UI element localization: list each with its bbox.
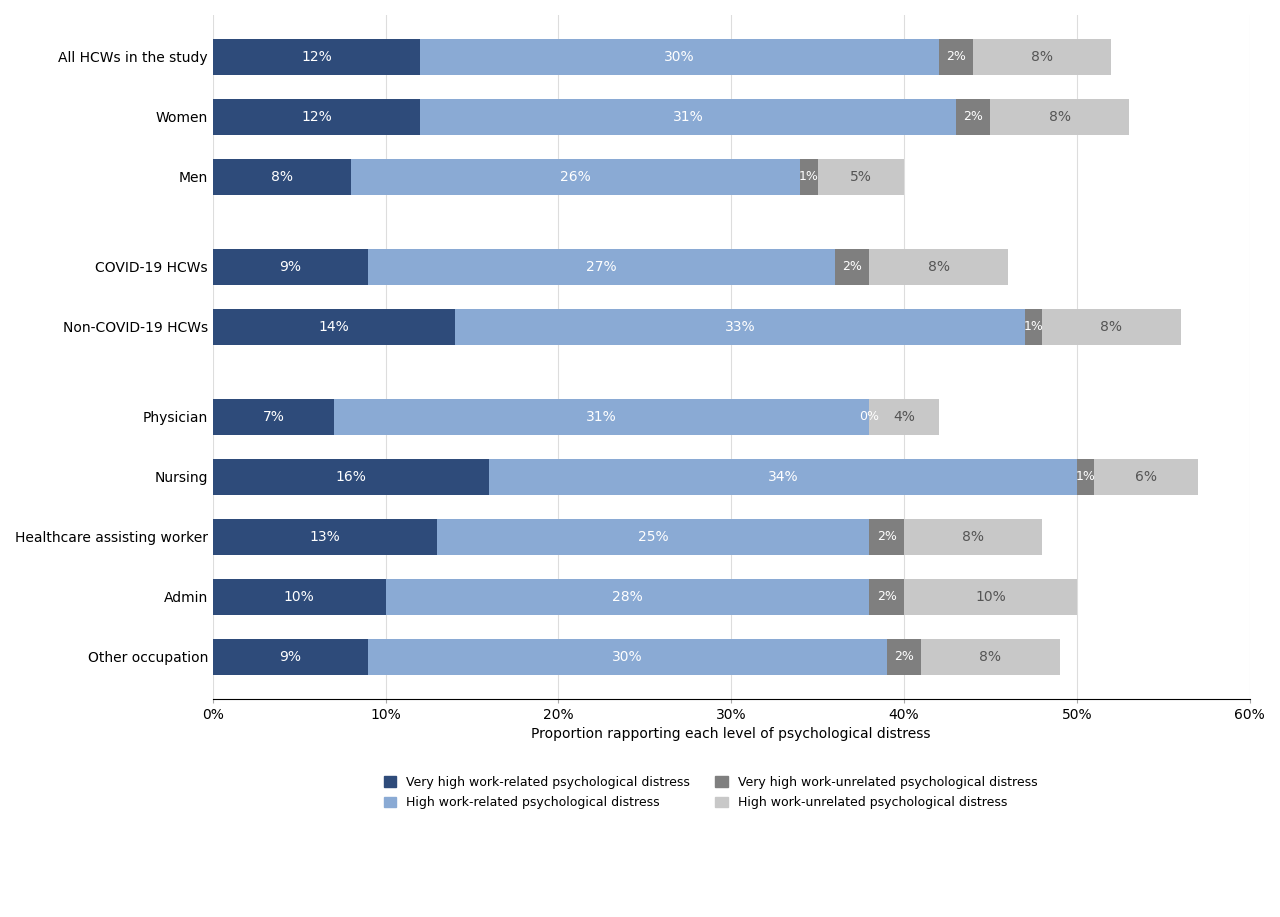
Bar	[887, 638, 922, 675]
Text: 1%: 1%	[1075, 470, 1096, 483]
Text: 8%: 8%	[1032, 50, 1053, 64]
Text: 10%: 10%	[975, 590, 1006, 603]
Legend: Very high work-related psychological distress, High work-related psychological d: Very high work-related psychological dis…	[378, 769, 1043, 815]
Text: 9%: 9%	[279, 260, 302, 274]
Text: 13%: 13%	[310, 530, 340, 544]
Text: 8%: 8%	[1048, 110, 1070, 124]
Text: 34%: 34%	[768, 470, 799, 484]
Text: 12%: 12%	[301, 50, 332, 64]
Text: 4%: 4%	[893, 410, 915, 424]
Bar	[212, 99, 420, 135]
Bar	[1094, 458, 1198, 495]
Text: 26%: 26%	[561, 170, 591, 184]
Bar	[938, 39, 973, 75]
Text: 2%: 2%	[895, 650, 914, 663]
Text: 1%: 1%	[1024, 320, 1043, 333]
Text: 10%: 10%	[284, 590, 315, 603]
Bar	[369, 638, 887, 675]
Bar	[869, 519, 904, 555]
Text: 1%: 1%	[799, 171, 819, 183]
Bar	[869, 249, 1007, 285]
Bar	[212, 159, 351, 195]
Text: 27%: 27%	[586, 260, 617, 274]
Text: 31%: 31%	[586, 410, 617, 424]
Bar	[334, 399, 869, 435]
Bar	[904, 579, 1076, 614]
Text: 8%: 8%	[928, 260, 950, 274]
Bar	[420, 39, 938, 75]
Bar	[1025, 309, 1042, 345]
Bar	[212, 249, 369, 285]
Bar	[351, 159, 800, 195]
Text: 31%: 31%	[673, 110, 704, 124]
Bar	[212, 39, 420, 75]
Text: 2%: 2%	[964, 110, 983, 124]
Text: 16%: 16%	[335, 470, 366, 484]
X-axis label: Proportion rapporting each level of psychological distress: Proportion rapporting each level of psyc…	[531, 727, 931, 741]
Bar	[956, 99, 991, 135]
Bar	[454, 309, 1025, 345]
Bar	[904, 519, 1042, 555]
Text: 2%: 2%	[946, 50, 966, 63]
Bar	[438, 519, 869, 555]
Bar	[922, 638, 1060, 675]
Bar	[212, 638, 369, 675]
Text: 25%: 25%	[639, 530, 668, 544]
Bar	[869, 579, 904, 614]
Text: 33%: 33%	[724, 320, 755, 334]
Bar	[1076, 458, 1094, 495]
Bar	[212, 579, 385, 614]
Bar	[991, 99, 1129, 135]
Text: 8%: 8%	[979, 649, 1001, 664]
Text: 8%: 8%	[1101, 320, 1123, 334]
Bar	[800, 159, 818, 195]
Text: 0%: 0%	[859, 410, 879, 424]
Bar	[212, 309, 454, 345]
Text: 5%: 5%	[850, 170, 872, 184]
Text: 8%: 8%	[963, 530, 984, 544]
Text: 14%: 14%	[319, 320, 349, 334]
Text: 28%: 28%	[612, 590, 643, 603]
Bar	[835, 249, 869, 285]
Bar	[869, 399, 938, 435]
Text: 30%: 30%	[612, 649, 643, 664]
Bar	[489, 458, 1076, 495]
Text: 8%: 8%	[271, 170, 293, 184]
Text: 9%: 9%	[279, 649, 302, 664]
Bar	[212, 399, 334, 435]
Bar	[212, 519, 438, 555]
Bar	[818, 159, 904, 195]
Bar	[385, 579, 869, 614]
Text: 7%: 7%	[262, 410, 284, 424]
Text: 2%: 2%	[877, 591, 897, 603]
Text: 2%: 2%	[877, 530, 897, 543]
Text: 30%: 30%	[664, 50, 695, 64]
Bar	[1042, 309, 1180, 345]
Text: 6%: 6%	[1135, 470, 1157, 484]
Bar	[212, 458, 489, 495]
Bar	[369, 249, 835, 285]
Bar	[420, 99, 956, 135]
Text: 12%: 12%	[301, 110, 332, 124]
Text: 2%: 2%	[842, 260, 863, 273]
Bar	[973, 39, 1111, 75]
